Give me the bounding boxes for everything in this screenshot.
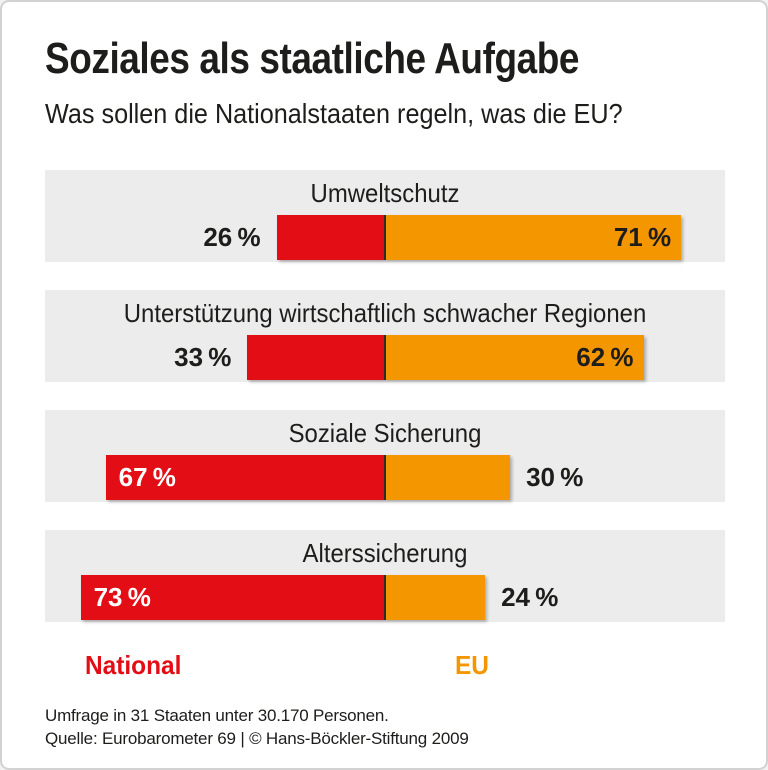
center-axis-line (384, 575, 386, 620)
national-bar (276, 215, 385, 260)
eu-bar (385, 215, 682, 260)
eu-bar (385, 575, 486, 620)
footer-source: Quelle: Eurobarometer 69 | © Hans-Böckle… (45, 729, 469, 748)
center-axis-line (384, 215, 386, 260)
legend-eu-label: EU (455, 650, 489, 680)
category-label: Umweltschutz (310, 178, 460, 208)
category-band: Unterstützung wirtschaftlich schwacher R… (45, 290, 725, 382)
category-band: Soziale Sicherung 67 % 30 % (45, 410, 725, 502)
eu-value-label: 24 % (501, 582, 559, 612)
center-axis-line (384, 335, 386, 380)
eu-value-label: 62 % (576, 342, 634, 372)
category-band: Alterssicherung 73 % 24 % (45, 530, 725, 622)
bar-row: 33 % 62 % (45, 335, 725, 380)
legend-national-label: National (85, 650, 182, 680)
national-value-label: 33 % (174, 342, 232, 372)
category-label: Unterstützung wirtschaftlich schwacher R… (123, 298, 647, 328)
category-band: Umweltschutz 26 % 71 % (45, 170, 725, 262)
national-bar (247, 335, 385, 380)
category-label: Alterssicherung (302, 538, 468, 568)
national-value-label: 73 % (93, 582, 151, 612)
chart-subtitle: Was sollen die Nationalstaaten regeln, w… (45, 98, 623, 129)
bar-row: 26 % 71 % (45, 215, 725, 260)
national-bar (80, 575, 385, 620)
legend: National EU (45, 650, 725, 680)
footer-note: Umfrage in 31 Staaten unter 30.170 Perso… (45, 706, 389, 725)
eu-value-label: 71 % (613, 222, 672, 252)
bar-row: 73 % 24 % (45, 575, 725, 620)
national-value-label: 67 % (118, 462, 176, 492)
chart-area: Umweltschutz 26 % 71 % Unterstützung wir… (45, 170, 725, 622)
category-label: Soziale Sicherung (288, 418, 482, 448)
national-value-label: 26 % (203, 222, 261, 252)
bar-row: 67 % 30 % (45, 455, 725, 500)
eu-bar (385, 455, 511, 500)
footer: Umfrage in 31 Staaten unter 30.170 Perso… (45, 704, 725, 750)
center-axis-line (384, 455, 386, 500)
eu-bar (385, 335, 644, 380)
national-bar (105, 455, 385, 500)
chart-title: Soziales als staatliche Aufgabe (45, 34, 580, 83)
eu-value-label: 30 % (526, 462, 584, 492)
